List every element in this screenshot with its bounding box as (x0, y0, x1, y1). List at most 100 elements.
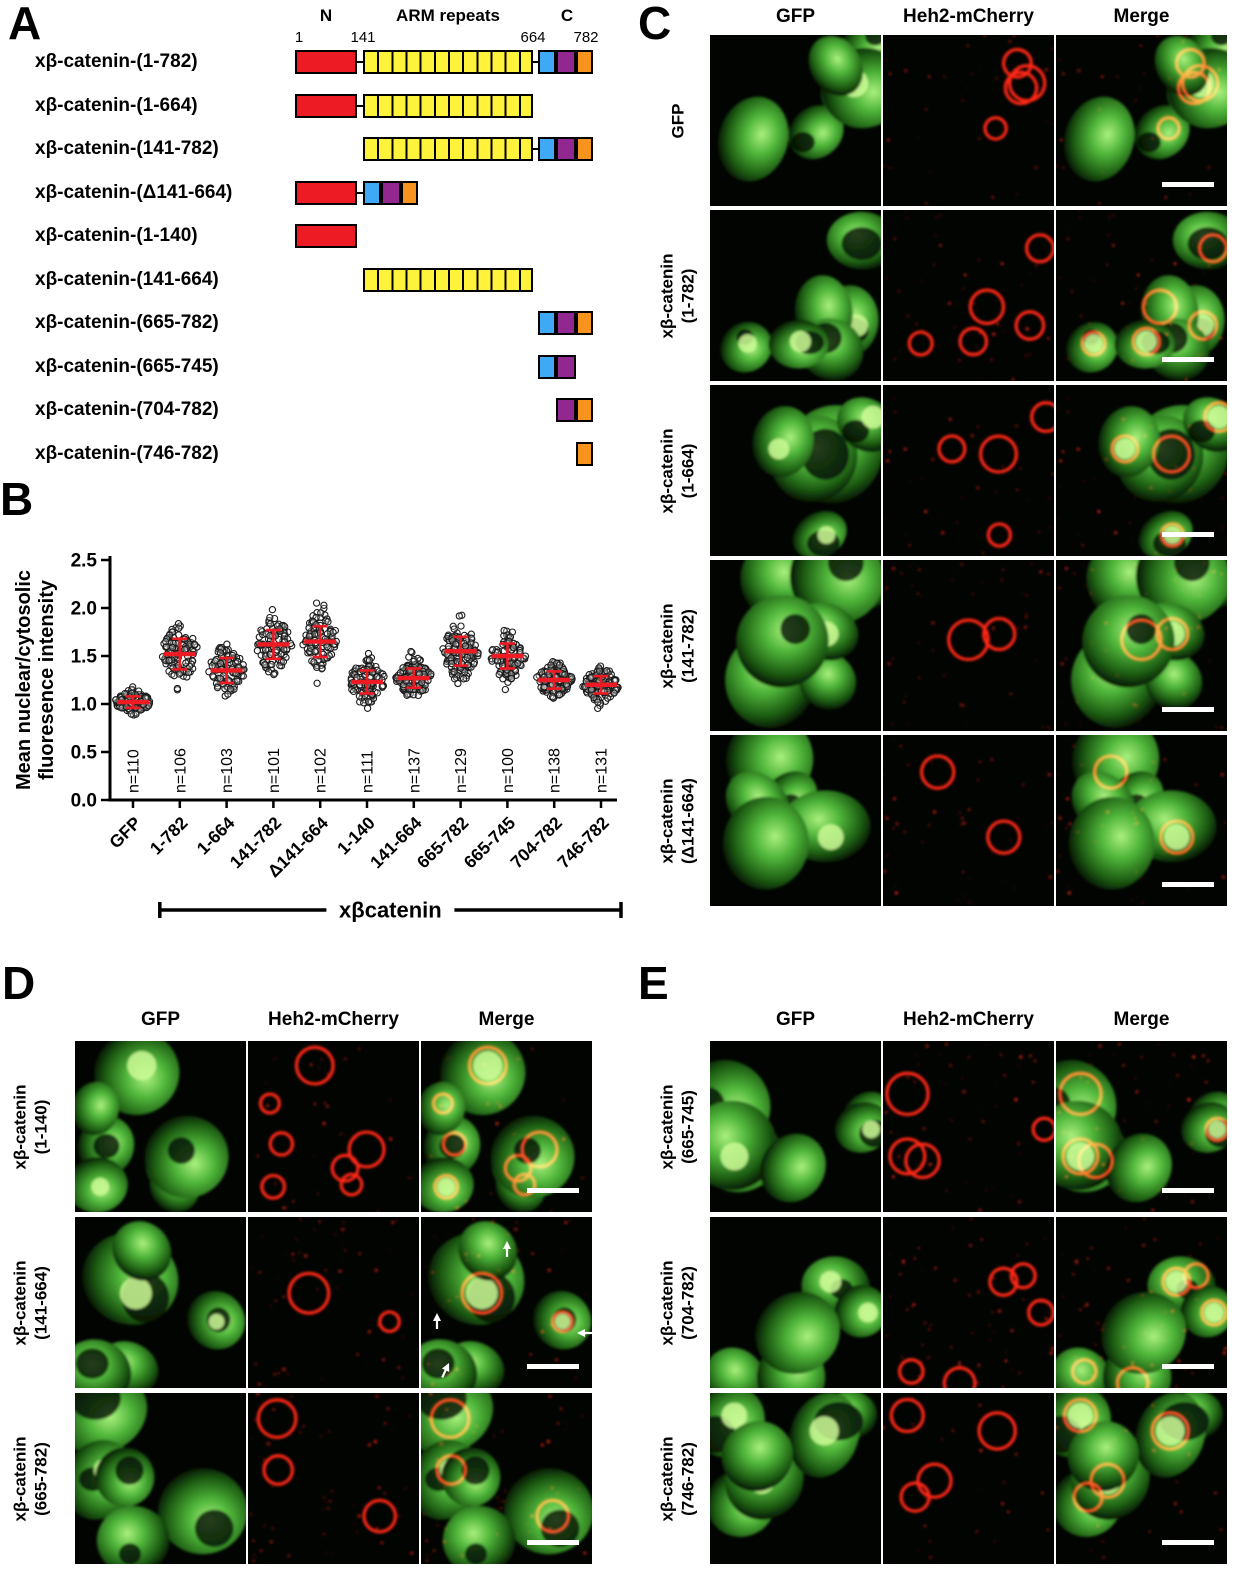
row-label: xβ-catenin (Δ141-664) (655, 735, 701, 906)
residue-number-782: 782 (573, 29, 599, 46)
construct-row: xβ-catenin-(665-782) (35, 311, 600, 335)
construct-label: xβ-catenin-(704-782) (35, 399, 219, 420)
construct-label: xβ-catenin-(141-782) (35, 138, 219, 159)
row-label-line1: xβ-catenin (657, 778, 677, 864)
row-label-line1: xβ-catenin (657, 1260, 677, 1346)
micrograph-d-row2-merge (421, 1217, 592, 1388)
svg-text:n=106: n=106 (172, 748, 189, 793)
domain-block-o (576, 398, 593, 422)
domain-block-b (538, 311, 556, 335)
svg-text:n=137: n=137 (406, 748, 423, 793)
row-label-line2: (704-782) (678, 1265, 697, 1340)
micrograph-e-row1-mcherry (883, 1041, 1054, 1212)
scale-bar (1162, 707, 1214, 712)
micrograph-e-row3-merge (1056, 1393, 1227, 1564)
micrograph-c-row2-gfp (710, 210, 881, 381)
svg-text:746-782: 746-782 (553, 813, 613, 873)
micrograph-d-row2-gfp (75, 1217, 246, 1388)
domain-block-n (295, 180, 357, 205)
pointer-arrow (441, 1363, 450, 1378)
column-header-merge: Merge (1113, 6, 1170, 27)
svg-text:2.0: 2.0 (71, 599, 97, 620)
micrograph-d-row3-merge (421, 1393, 592, 1564)
svg-text:n=131: n=131 (594, 748, 611, 793)
row-label: xβ-catenin (1-782) (655, 210, 701, 381)
domain-block-n (295, 50, 357, 74)
construct-label: xβ-catenin-(746-782) (35, 442, 219, 464)
residue-number-141: 141 (350, 29, 376, 46)
row-label: xβ-catenin (1-140) (8, 1041, 54, 1212)
row-label: xβ-catenin (665-782) (8, 1393, 54, 1564)
micrograph-c-row1-gfp (710, 35, 881, 206)
row-label-line2: (665-745) (678, 1089, 697, 1164)
column-header-merge: Merge (1113, 1009, 1170, 1030)
panel-d-letter: D (2, 957, 36, 1009)
column-header-gfp: GFP (140, 1009, 181, 1030)
panel-a-letter: A (8, 0, 42, 49)
svg-text:1-782: 1-782 (146, 813, 192, 859)
svg-text:xβcatenin: xβcatenin (339, 898, 442, 923)
construct-label: xβ-catenin-(1-782) (35, 51, 198, 72)
construct-row: xβ-catenin-(665-745) (35, 354, 600, 379)
row-label: xβ-catenin (665-745) (655, 1041, 701, 1212)
micrograph-c-row1-mcherry (883, 35, 1054, 206)
scale-bar (1162, 532, 1214, 537)
panel-e-micrographs: GFP Heh2-mCherry Merge xβ-catenin (665-745) x… (645, 975, 1234, 1575)
domain-block-b (538, 137, 556, 161)
column-header-heh2-mcherry: Heh2-mCherry (903, 6, 1034, 27)
residue-number-664: 664 (520, 29, 546, 46)
construct-row: xβ-catenin-(704-782) (35, 398, 600, 422)
construct-row: xβ-catenin-(141-664) (35, 267, 600, 292)
micrograph-d-row1-merge (421, 1041, 592, 1212)
construct-track (295, 93, 600, 118)
construct-row: xβ-catenin-(1-140) (35, 224, 600, 248)
arm-repeats-header: ARM repeats (396, 6, 500, 25)
column-header-merge: Merge (478, 1009, 535, 1030)
construct-row: xβ-catenin-(141-782) (35, 137, 600, 161)
construct-track (295, 180, 600, 205)
construct-track (295, 50, 600, 74)
micrograph-e-row2-mcherry (883, 1217, 1054, 1388)
micrograph-c-row1-merge (1056, 35, 1227, 206)
svg-text:1.0: 1.0 (71, 695, 97, 716)
construct-label: xβ-catenin-(665-745) (35, 355, 219, 377)
domain-block-p (556, 398, 576, 422)
row-label: xβ-catenin (1-664) (655, 385, 701, 556)
c-terminus-header: C (560, 6, 574, 25)
column-header-gfp: GFP (775, 6, 816, 27)
micrograph-c-row5-gfp (710, 735, 881, 906)
panel-b-letter: B (0, 473, 34, 525)
row-label-line2: (1-664) (678, 443, 697, 498)
row-label-line1: xβ-catenin (657, 603, 677, 689)
scale-bar (1162, 1540, 1214, 1545)
domain-block-b (538, 50, 556, 74)
micrograph-c-row5-merge (1056, 735, 1227, 906)
micrograph-d-row3-gfp (75, 1393, 246, 1564)
svg-text:n=102: n=102 (313, 748, 330, 793)
micrograph-c-row4-gfp (710, 560, 881, 731)
micrograph-c-row3-merge (1056, 385, 1227, 556)
micrograph-e-row2-gfp (710, 1217, 881, 1388)
domain-block-o (576, 137, 593, 161)
construct-track (295, 267, 600, 292)
domain-block-n (295, 93, 357, 118)
svg-text:1.5: 1.5 (71, 647, 98, 668)
construct-track (295, 311, 600, 335)
micrograph-c-row2-mcherry (883, 210, 1054, 381)
scale-bar (1162, 182, 1214, 187)
row-label-line1: GFP (667, 103, 687, 138)
micrograph-c-row3-gfp (710, 385, 881, 556)
domain-block-p (556, 137, 576, 161)
panel-d-micrographs: GFP Heh2-mCherry Merge xβ-catenin (1-140) xβ-… (0, 975, 600, 1575)
domain-block-p (556, 50, 576, 74)
construct-track (295, 137, 600, 161)
row-label: xβ-catenin (141-782) (655, 560, 701, 731)
domain-block-arm (363, 93, 533, 118)
svg-text:n=111: n=111 (360, 750, 377, 793)
construct-track (295, 398, 600, 422)
svg-text:n=129: n=129 (453, 748, 470, 793)
micrograph-d-row3-mcherry (248, 1393, 419, 1564)
construct-row: xβ-catenin-(1-664) (35, 93, 600, 118)
pointer-arrow (503, 1241, 511, 1257)
